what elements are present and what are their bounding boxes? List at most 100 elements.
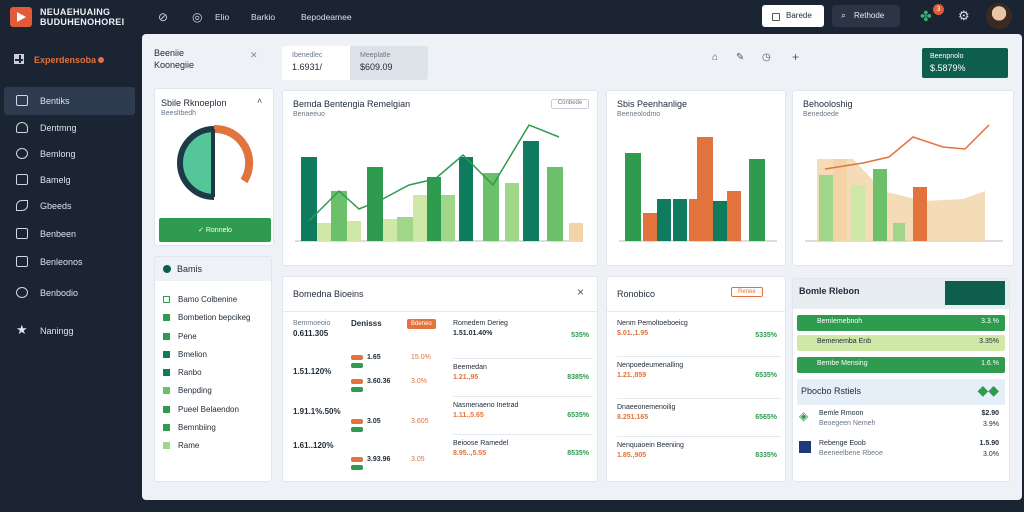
brand-name: NEUAEHUAING BUDUHENOHOREI (40, 7, 125, 27)
map-row[interactable]: Rebenge Eoob Beeneelbene Rbeoe 1.5.90 3.0% (797, 439, 1005, 467)
app-logo[interactable] (10, 7, 32, 27)
table1-mid-row: 3.93.96 3.05 (351, 453, 439, 491)
chart3-plot (805, 124, 1003, 242)
table-row[interactable]: Dnaeeonemenoilig 8.251.165 6565% (617, 399, 781, 437)
table1-mid-head: Denisss Bdeneo (351, 319, 439, 333)
stat-bar[interactable]: Bembe Mensing 1.6.% (797, 357, 1005, 373)
chart1-badge[interactable]: Conbede (551, 99, 589, 109)
notification-badge[interactable]: 3 (933, 4, 944, 15)
gauge-chart (177, 124, 254, 200)
nav-link-2[interactable]: Barkio (251, 12, 276, 22)
clover-icon[interactable]: ✤ (920, 8, 932, 24)
chart-card-3: Behooloshig Benedoede (792, 90, 1014, 266)
table-row[interactable]: Nenm Pemoltoeboeicg $.01.,1.95 5335% (617, 319, 781, 357)
stat-bar[interactable]: Bemenemba Enb 3.35% (797, 335, 1005, 351)
list-item[interactable]: Pene (163, 328, 251, 346)
tab-2[interactable]: Ibenedlec 1.6931/ (282, 46, 350, 80)
sidebar-item-7[interactable]: Benleonos (4, 248, 135, 276)
list-item[interactable]: Rame (163, 437, 251, 455)
chart2-title: Sbis Peenhanlige (617, 99, 688, 109)
table1-right-row[interactable]: Nasmenaeno Inetrad 1.11.,5.65 6535% (453, 397, 593, 435)
collapse-icon[interactable]: ˄ (257, 96, 263, 106)
list-item[interactable]: Ranbo (163, 364, 251, 382)
sidebar-item-3[interactable]: Bemlong (4, 140, 135, 168)
list-item[interactable]: Bemnbiing (163, 419, 251, 437)
tab-1[interactable]: Beeniie Koonegiie ✕ (154, 48, 258, 70)
close-icon[interactable]: × (577, 285, 585, 299)
list-item[interactable]: Benpding (163, 382, 251, 400)
chart2-subtitle: Beeneolodmo (617, 111, 661, 118)
list-item[interactable]: Bamo Colbenine (163, 291, 251, 309)
mid-badge[interactable]: Bdeneo (407, 319, 436, 329)
search-button[interactable]: ⌕ Rethode (832, 5, 900, 27)
table1-mid-row: 1.65 15.0% (351, 333, 439, 375)
sidebar-item-8[interactable]: Benbodio (4, 279, 135, 307)
top-action-button[interactable]: Barede (762, 5, 824, 27)
settings-icon[interactable]: ⚙ (958, 8, 970, 23)
sidebar-item-6[interactable]: Benbeen (4, 220, 135, 248)
sidebar-item-4[interactable]: Bamelg (4, 166, 135, 194)
document-icon (16, 228, 28, 239)
edit-icon[interactable]: ✎ (736, 52, 745, 63)
sidebar-item-9[interactable]: ★ Naningg (16, 322, 74, 337)
attach-icon[interactable]: ⌂ (712, 52, 719, 63)
compass-icon[interactable]: ⊘ (158, 10, 169, 24)
chart-icon (16, 95, 28, 106)
chart-thumb-icon (799, 441, 811, 453)
chart-card-1: Bemda Bentengia Remelgian Benaeeuo Conbe… (282, 90, 598, 266)
eye-icon (16, 148, 28, 159)
clock-icon[interactable]: ◷ (762, 52, 771, 63)
grid-icon (14, 54, 24, 64)
link-icon (16, 200, 28, 211)
sidebar-item-1[interactable]: Bentiks (4, 87, 135, 115)
table-row[interactable]: Nenquaoein Beeniing 1.85.,905 8335% (617, 442, 777, 459)
table1-title: Bomedna Bioeins (293, 289, 364, 299)
nav-link-1[interactable]: Elio (215, 12, 230, 22)
table1-mid-row: 3.60.36 3.0% (351, 375, 439, 415)
stat-bar[interactable]: Bemlemebnoh 3.3.% (797, 315, 1005, 331)
sidebar-item-5[interactable]: Gbeeds (4, 192, 135, 220)
map-row[interactable]: ◈ Bemle Rmoon Beoegeen Nemeh $2.90 3.9% (799, 409, 999, 428)
table1-right-row[interactable]: Romedem Derieg 1.51.01.40% 535% (453, 319, 593, 359)
chart1-subtitle: Benaeeuo (293, 111, 325, 118)
world-map-icon: ◆◆ (977, 382, 999, 398)
chart2-plot (619, 137, 777, 242)
table-row[interactable]: Nenpoedeumenalling 1.21.,859 6535% (617, 357, 781, 399)
table-card-2: Ronobico Renee Nenm Pemoltoeboeicg $.01.,… (606, 276, 786, 482)
side-card-tile[interactable] (945, 281, 1005, 305)
list-item[interactable]: Bmelion (163, 346, 251, 364)
home-icon (16, 122, 28, 133)
message-icon[interactable]: ◎ (192, 10, 203, 24)
donut-subtitle: Beesltbedh (161, 110, 197, 117)
tab-3[interactable]: Meeplatle $609.09 (350, 46, 428, 80)
search-icon: ⌕ (841, 10, 847, 20)
list-item[interactable]: Pueel Belaendon (163, 401, 251, 419)
table1-right-row[interactable]: Beioose Ramedel 8.95..,5.55 8535% (453, 440, 589, 457)
table-card-1: Bomedna Bioeins × Bemmoeoio 0.611.305 1.5… (282, 276, 598, 482)
pin-icon[interactable]: ✕ (250, 50, 258, 60)
user-avatar[interactable] (986, 3, 1012, 29)
sidebar-header[interactable]: Experdensoba (14, 54, 105, 65)
donut-title: Sbile Rknoeplon (161, 98, 227, 108)
sidebar: Experdensoba Bentiks Dentmng Bemlong Bam… (0, 34, 142, 512)
chart-card-2: Sbis Peenhanlige Beeneolodmo (606, 90, 786, 266)
gauge-action-button[interactable]: ✓ Ronnelo (159, 218, 271, 242)
list-item[interactable]: Bombetion bepcikeg (163, 309, 251, 327)
table1-left-row: 1.61..120% (293, 441, 334, 450)
side-card: Bomle Rlebon Bemlemebnoh 3.3.% Bemenemba … (792, 278, 1010, 482)
chart1-plot (295, 124, 583, 242)
add-icon[interactable]: + (792, 50, 800, 64)
table1-left-row: 1.91.1%.50% (293, 407, 341, 416)
main-area: Beeniie Koonegiie ✕ Ibenedlec 1.6931/ Me… (142, 34, 1022, 500)
table1-mid-row: 3.05 3.605 (351, 415, 439, 453)
info-icon (163, 265, 171, 273)
summary-tile[interactable]: Beenpnolo $.5879% (922, 48, 1008, 78)
check-icon: ✓ (198, 227, 206, 234)
table2-badge[interactable]: Renee (731, 287, 763, 297)
sidebar-item-2[interactable]: Dentmng (4, 114, 135, 142)
monitor-icon (16, 174, 28, 185)
table1-left-row: 1.51.120% (293, 367, 332, 376)
nav-link-3[interactable]: Bepodeamee (301, 12, 352, 22)
top-bar: NEUAEHUAING BUDUHENOHOREI ⊘ ◎ Elio Barkio… (0, 0, 1024, 34)
table1-right-row[interactable]: Beemedan 1.21.,95 8385% (453, 359, 593, 397)
